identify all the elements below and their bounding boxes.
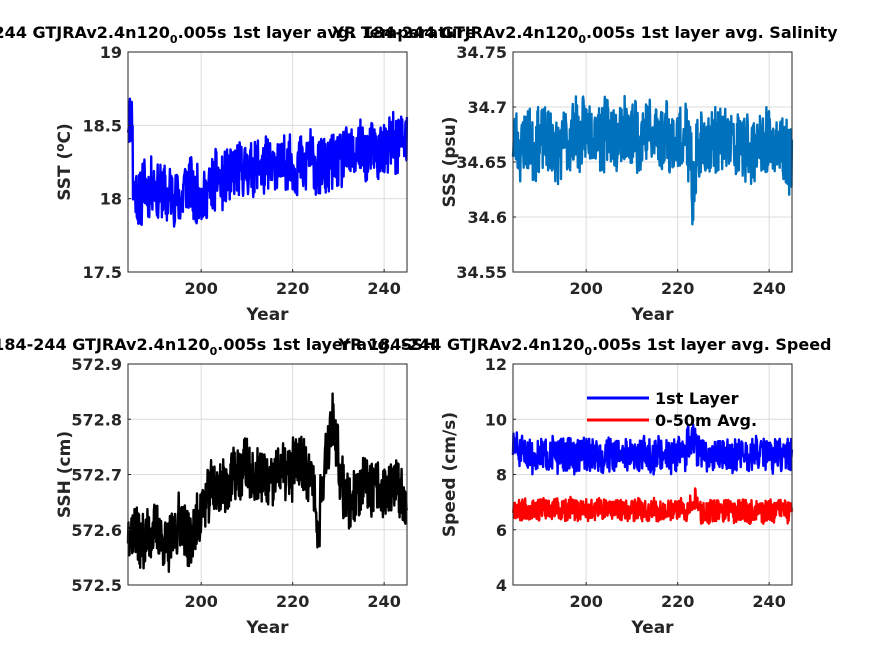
plot-frame — [127, 51, 408, 273]
legend-label: 0-50m Avg. — [655, 411, 757, 430]
x-tick-label: 200 — [184, 279, 217, 298]
y-tick-label: 4 — [496, 576, 507, 595]
chart-panel-3: 200 220 240 572.5 572.6 572.7 572.8 572.9 Year SS… — [55, 355, 409, 638]
series-line-0-50m-avg- — [511, 487, 794, 525]
y-tick-label: 572.7 — [71, 466, 122, 485]
x-tick-label: 220 — [661, 279, 694, 298]
chart-title: YR 184-244 GTJRAv2.4n1200.005s 1st layer… — [0, 23, 476, 46]
x-tick-label: 240 — [367, 592, 400, 611]
chart-panel-2: 200 220 240 34.55 34.6 34.65 34.7 34.75 Year SSS … — [440, 43, 794, 325]
legend-label: 1st Layer — [655, 389, 739, 408]
y-tick-label: 34.7 — [468, 98, 507, 117]
x-tick-label: 200 — [569, 592, 602, 611]
series-line-series-1 — [511, 94, 794, 226]
x-tick-label: 240 — [752, 279, 785, 298]
y-tick-label: 17.5 — [83, 263, 122, 282]
y-tick-label: 10 — [485, 410, 507, 429]
x-axis-label: Year — [630, 618, 674, 638]
y-tick-label: 34.75 — [456, 43, 507, 62]
x-axis-label: Year — [245, 618, 289, 638]
y-tick-label: 34.55 — [456, 263, 507, 282]
series-line-1st-layer — [511, 423, 794, 476]
y-axis-label: SSH (cm) — [55, 431, 75, 518]
x-tick-label: 220 — [276, 279, 309, 298]
y-axis-label: Speed (cm/s) — [440, 412, 460, 537]
y-tick-label: 572.9 — [71, 355, 122, 374]
x-axis-label: Year — [245, 305, 289, 325]
chart-title: YR 184-244 GTJRAv2.4n1200.005s 1st layer… — [0, 335, 436, 358]
y-tick-label: 18 — [100, 190, 122, 209]
series-line-series-1 — [126, 97, 409, 228]
y-tick-label: 34.6 — [468, 208, 507, 227]
y-tick-label: 34.65 — [456, 153, 507, 172]
y-axis-label: SSS (psu) — [440, 116, 460, 207]
chart-panel-1: 200 220 240 17.5 18 18.5 19 Year SST (oC) — [53, 43, 409, 325]
y-tick-label: 12 — [485, 355, 507, 374]
y-tick-label: 572.6 — [71, 521, 122, 540]
y-axis-label: SST (oC) — [53, 123, 75, 201]
y-tick-label: 572.8 — [71, 410, 122, 429]
y-tick-label: 8 — [496, 466, 507, 485]
y-tick-label: 18.5 — [83, 116, 122, 135]
x-tick-label: 240 — [752, 592, 785, 611]
y-tick-label: 6 — [496, 521, 507, 540]
x-tick-label: 200 — [184, 592, 217, 611]
x-tick-label: 240 — [367, 279, 400, 298]
x-tick-label: 200 — [569, 279, 602, 298]
y-tick-label: 572.5 — [71, 576, 122, 595]
series-line-series-1 — [126, 392, 409, 573]
x-tick-label: 220 — [661, 592, 694, 611]
x-tick-label: 220 — [276, 592, 309, 611]
chart-panel-4: 200 220 240 4 6 8 10 12 Year Speed (cm/s) 1st Laye… — [440, 355, 794, 638]
x-axis-label: Year — [630, 305, 674, 325]
chart-title: YR 184-244 GTJRAv2.4n1200.005s 1st layer… — [331, 23, 838, 46]
legend: 1st Layer 0-50m Avg. — [587, 389, 757, 430]
chart-title: YR 184-244 GTJRAv2.4n1200.005s 1st layer… — [338, 335, 832, 358]
y-tick-label: 19 — [100, 43, 122, 62]
